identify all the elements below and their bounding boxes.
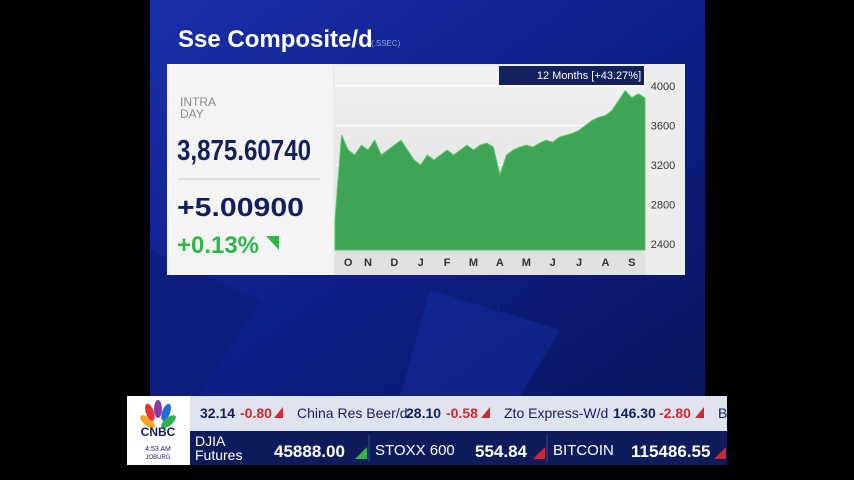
down-arrow (274, 407, 283, 418)
ticker-name: DJIA (195, 433, 226, 449)
y-tick-label: 3200 (651, 160, 675, 172)
change-pct: +0.13% (177, 232, 259, 259)
ticker-price: 45888.00 (274, 442, 345, 461)
quote-label: INTRA (180, 95, 216, 109)
x-tick-label: O (344, 257, 353, 269)
x-tick-label: D (390, 257, 398, 269)
x-tick-label: F (444, 257, 451, 269)
ticker-price: 28.10 (406, 405, 441, 421)
up-arrow (355, 447, 367, 459)
badge-text: 12 Months [+43.27%] (537, 70, 641, 82)
y-tick-label: 3600 (651, 120, 675, 132)
x-tick-label: N (364, 257, 372, 269)
ticker-bottom (127, 431, 727, 465)
ticker-name: BITCOIN (553, 442, 614, 459)
ticker-change: -2.80 (659, 405, 691, 421)
ticker-name: China Res Beer/d (297, 405, 408, 421)
ticker-price: 115486.55 (631, 442, 710, 461)
ticker-name: STOXX 600 (375, 442, 455, 459)
down-arrow (714, 447, 726, 459)
ticker-name: Futures (195, 447, 242, 463)
peacock (140, 400, 176, 429)
ticker-change: -0.58 (446, 405, 478, 421)
y-tick-label: 2400 (651, 239, 675, 251)
x-tick-label: S (628, 257, 635, 269)
change: +5.00900 (177, 192, 304, 222)
clock: 4:53 AM (145, 446, 171, 453)
area (334, 89, 646, 251)
city: JOBURG (145, 455, 170, 461)
x-tick-label: A (601, 257, 609, 269)
logo-text: CNBC (141, 425, 176, 439)
y-tick-label: 2800 (651, 199, 675, 211)
badge (499, 66, 644, 85)
x-tick-label: A (496, 257, 504, 269)
title: Sse Composite/d (178, 26, 373, 53)
ticker-name: B (718, 405, 727, 421)
ticker-name: Zto Express-W/d (504, 405, 608, 421)
down-arrow (481, 407, 490, 418)
symbol: (.SSEC) (371, 39, 401, 48)
ticker-price: 554.84 (475, 442, 528, 461)
x-tick-label: J (550, 257, 556, 269)
price: 3,875.60740 (177, 135, 311, 167)
quote-label: DAY (180, 107, 204, 121)
down-arrow (695, 407, 704, 418)
ticker-change: -0.80 (240, 405, 272, 421)
chart: 2400 2800 3200 3600 4000 O N D J F M A M J J A S (334, 81, 675, 269)
ticker-price: 32.14 (200, 405, 235, 421)
down-arrow (533, 447, 545, 459)
x-tick-label: M (469, 257, 478, 269)
x-tick-label: M (522, 257, 531, 269)
ticker-top (127, 396, 727, 431)
decor (400, 290, 560, 396)
x-axis-strip (335, 250, 645, 275)
up-arrow (266, 236, 279, 250)
quote-panel (167, 64, 333, 275)
decor (150, 250, 260, 396)
y-tick-label: 4000 (651, 81, 675, 93)
x-tick-label: J (418, 257, 424, 269)
ticker-price: 146.30 (613, 405, 656, 421)
x-tick-label: J (576, 257, 582, 269)
